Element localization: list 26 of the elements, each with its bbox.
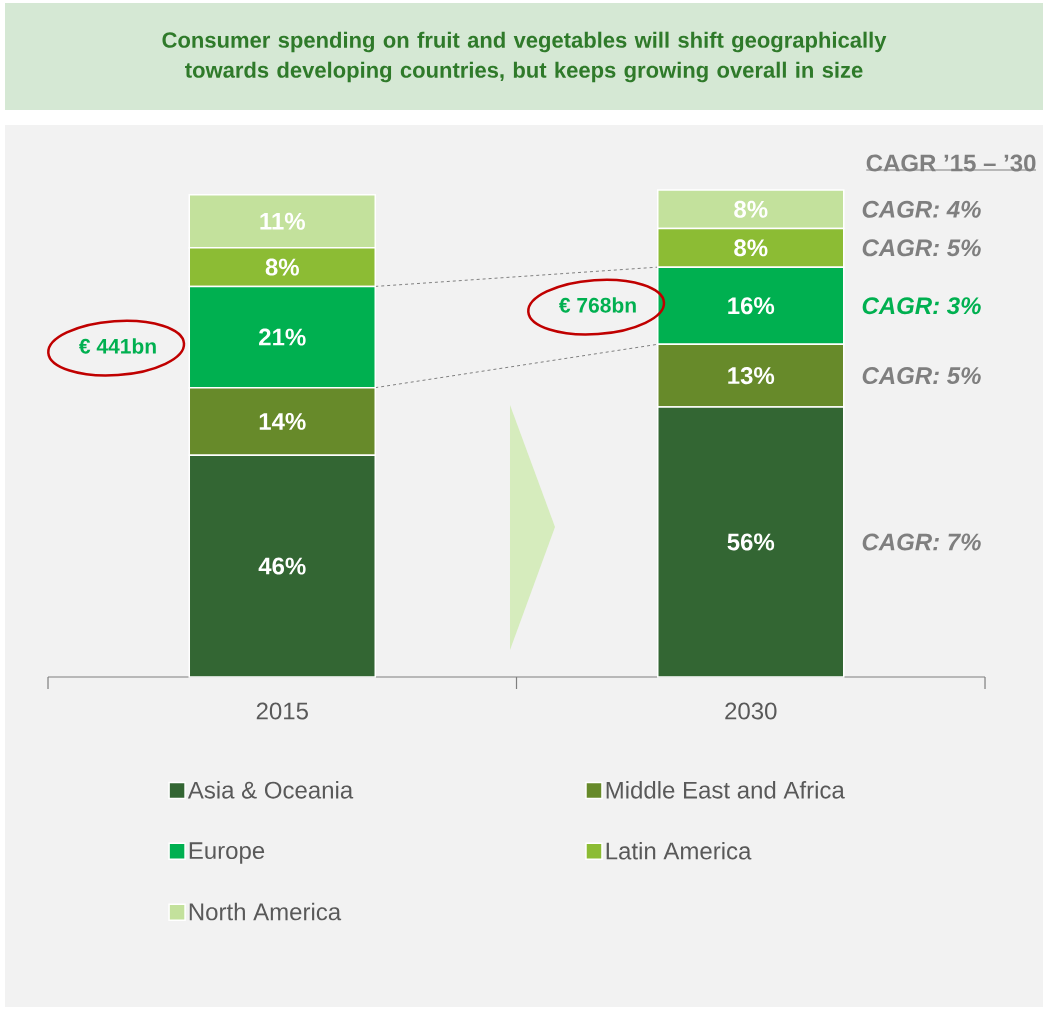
data-label: 8%	[734, 200, 768, 218]
annotation: CAGR: 3%	[862, 297, 981, 315]
data-label: 46%	[258, 557, 306, 575]
legend-label: Europe	[189, 842, 265, 864]
data-label: 14%	[259, 412, 306, 430]
annotation: CAGR: 7%	[862, 533, 981, 551]
data-label: 56%	[727, 533, 775, 551]
annotation: € 768bn	[559, 297, 636, 313]
data-label: 13%	[728, 367, 775, 385]
data-label: 21%	[259, 328, 306, 346]
data-label: 8%	[265, 258, 299, 276]
chart-title: Consumer spending on fruit and vegetables will shift geographically towards developing countries, but keeps growing overall in size	[162, 31, 887, 83]
annotation: € 441bn	[79, 338, 156, 354]
text: CAGR ’15 – ’30	[866, 154, 1036, 172]
data-label: 8%	[734, 239, 768, 257]
annotation: CAGR: 4%	[862, 200, 981, 218]
legend-label: Latin America	[606, 841, 752, 860]
data-label: 16%	[728, 297, 775, 315]
data-label: 11%	[260, 212, 305, 230]
x-tick-label: 2030	[725, 702, 777, 720]
x-tick-label: 2015	[256, 702, 308, 720]
legend-label: Middle East and Africa	[606, 781, 845, 799]
legend-label: Asia & Oceania	[187, 781, 354, 799]
annotation: CAGR: 5%	[862, 367, 981, 385]
legend-label: North America	[189, 902, 342, 921]
annotation: CAGR: 5%	[862, 239, 981, 257]
